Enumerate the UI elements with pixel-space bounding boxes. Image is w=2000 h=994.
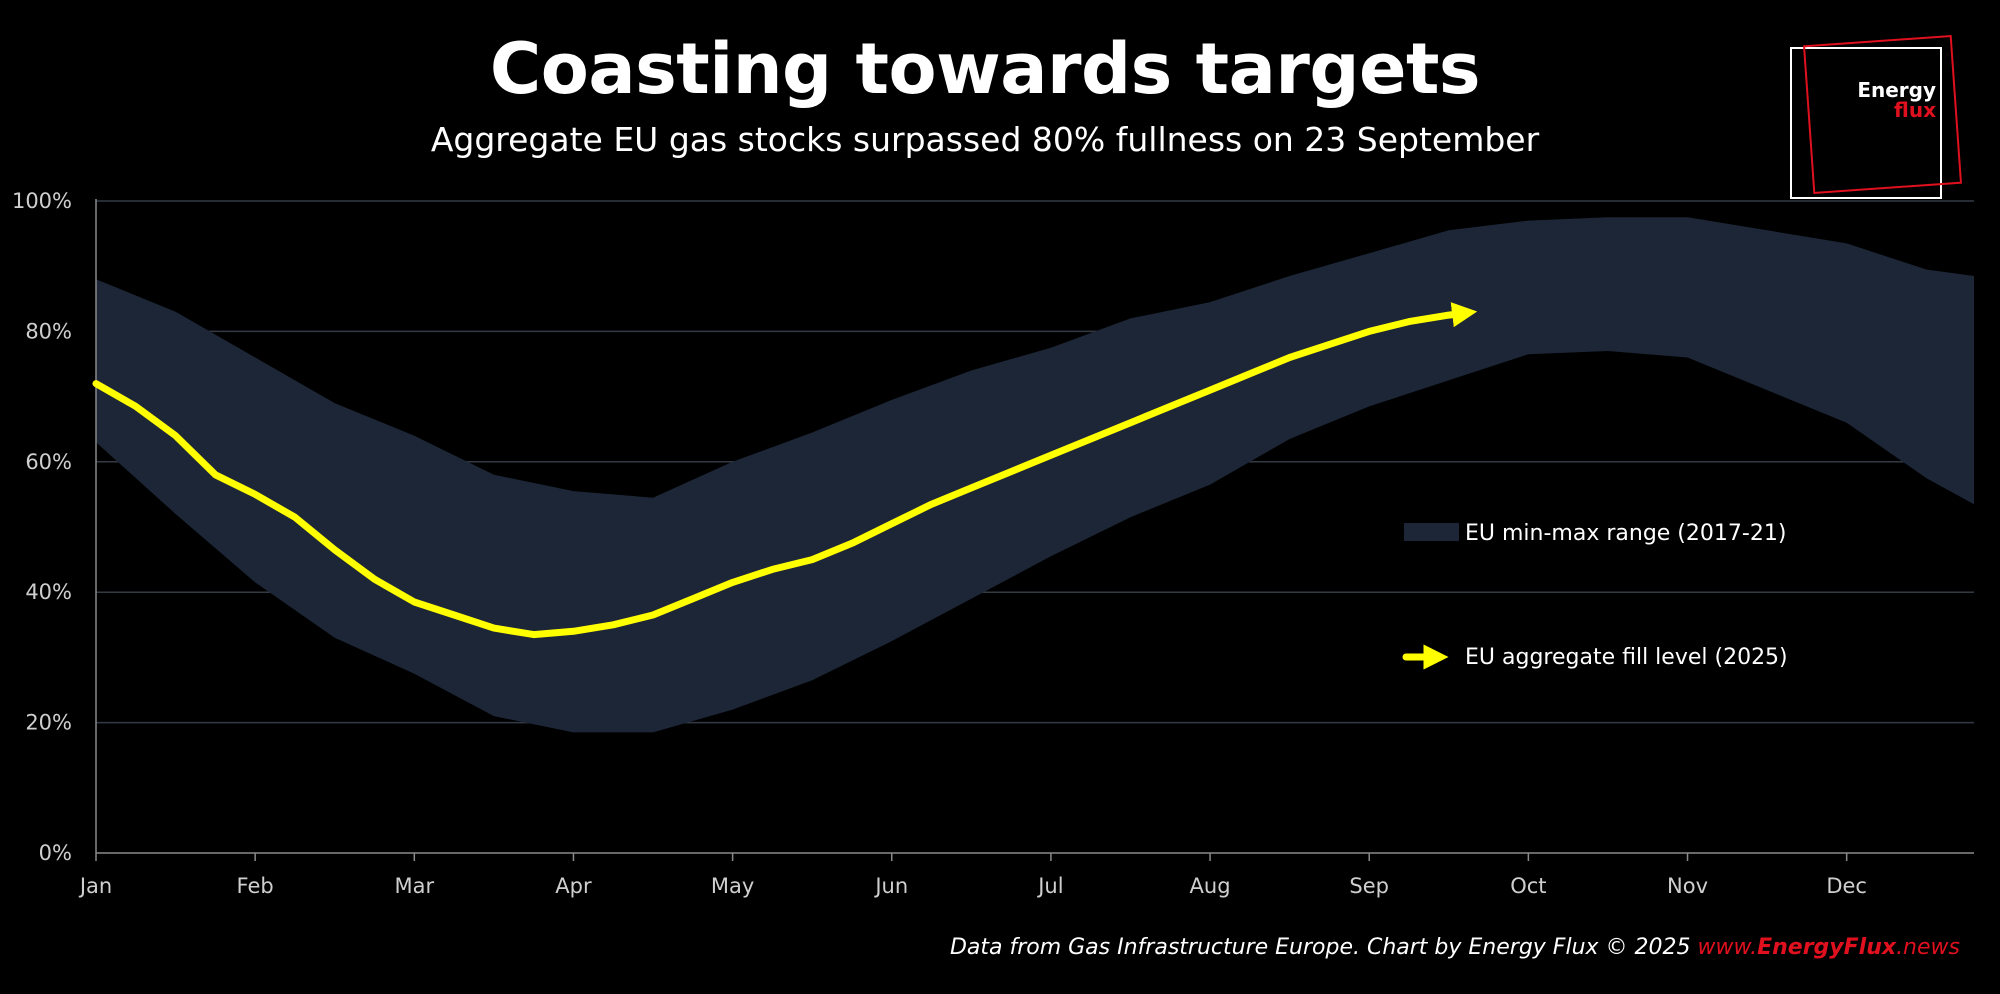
y-tick-label: 20% xyxy=(25,711,72,735)
logo-word-flux: flux xyxy=(1894,98,1936,122)
band-layer xyxy=(96,217,1974,733)
axes: 0% 20% 40% 60% 80% 100% Jan Feb Mar Apr May Jun Jul A… xyxy=(12,189,1974,898)
x-tick-label: Aug xyxy=(1190,874,1231,898)
x-tick-label: Nov xyxy=(1667,874,1708,898)
legend-band-swatch xyxy=(1404,523,1459,541)
line-layer xyxy=(92,302,1478,639)
energy-flux-logo: Energy flux xyxy=(1790,32,1963,202)
legend: EU min-max range (2017-21) EU aggregate f… xyxy=(1402,521,1788,670)
x-tick-label: Oct xyxy=(1510,874,1546,898)
x-tick-label: Jun xyxy=(873,874,908,898)
x-tick-label: Apr xyxy=(555,874,592,898)
source-credit: Data from Gas Infrastructure Europe. Cha… xyxy=(950,935,1960,960)
y-tick-label: 0% xyxy=(39,841,72,865)
y-tick-label: 100% xyxy=(12,189,72,213)
credit-link[interactable]: www.EnergyFlux.news xyxy=(1697,935,1961,960)
y-tick-label: 60% xyxy=(25,450,72,474)
y-tick-label: 40% xyxy=(25,580,72,604)
x-tick-label: Jan xyxy=(78,874,112,898)
x-tick-label: Dec xyxy=(1826,874,1867,898)
legend-band-label: EU min-max range (2017-21) xyxy=(1465,521,1786,546)
x-tick-label: Mar xyxy=(394,874,434,898)
fill-level-line xyxy=(92,302,1478,639)
x-tick-label: Jul xyxy=(1036,874,1063,898)
logo-word-energy: Energy xyxy=(1857,78,1936,102)
x-tick-label: Sep xyxy=(1349,874,1389,898)
x-tick-label: May xyxy=(711,874,754,898)
legend-line-label: EU aggregate fill level (2025) xyxy=(1465,645,1788,670)
credit-text: Data from Gas Infrastructure Europe. Cha… xyxy=(949,935,1698,960)
chart-subtitle: Aggregate EU gas stocks surpassed 80% fu… xyxy=(430,120,1540,159)
range-band xyxy=(96,217,1974,733)
logo-frame-red xyxy=(1802,34,1963,195)
chart-title: Coasting towards targets xyxy=(489,28,1481,110)
x-tick-label: Feb xyxy=(237,874,274,898)
y-tick-label: 80% xyxy=(25,319,72,343)
logo-frame-white xyxy=(1790,47,1942,199)
